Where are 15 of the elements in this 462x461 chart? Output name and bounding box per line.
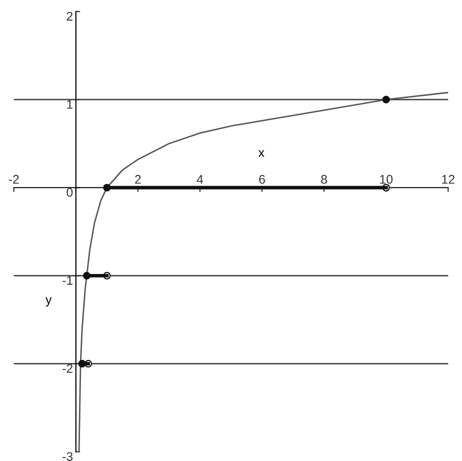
y-tick-label: -3 bbox=[62, 452, 73, 461]
x-tick-label: 2 bbox=[135, 174, 141, 184]
y-tick-label: -2 bbox=[62, 364, 72, 373]
x-tick-label: 10 bbox=[380, 174, 393, 184]
x-tick-label: 12 bbox=[442, 174, 454, 184]
x-tick-label: 4 bbox=[196, 175, 204, 184]
y-axis-title: y bbox=[46, 297, 52, 306]
y-tick-label: 1 bbox=[67, 100, 73, 109]
x-tick-label: 8 bbox=[321, 174, 327, 184]
x-tick-label: -2 bbox=[8, 174, 19, 184]
x-tick-label: 6 bbox=[259, 174, 265, 184]
y-tick-label: 0 bbox=[66, 188, 73, 197]
y-tick-label: -1 bbox=[62, 276, 73, 285]
y-tick-label: 2 bbox=[66, 12, 72, 21]
x-axis-title: x bbox=[258, 150, 264, 157]
